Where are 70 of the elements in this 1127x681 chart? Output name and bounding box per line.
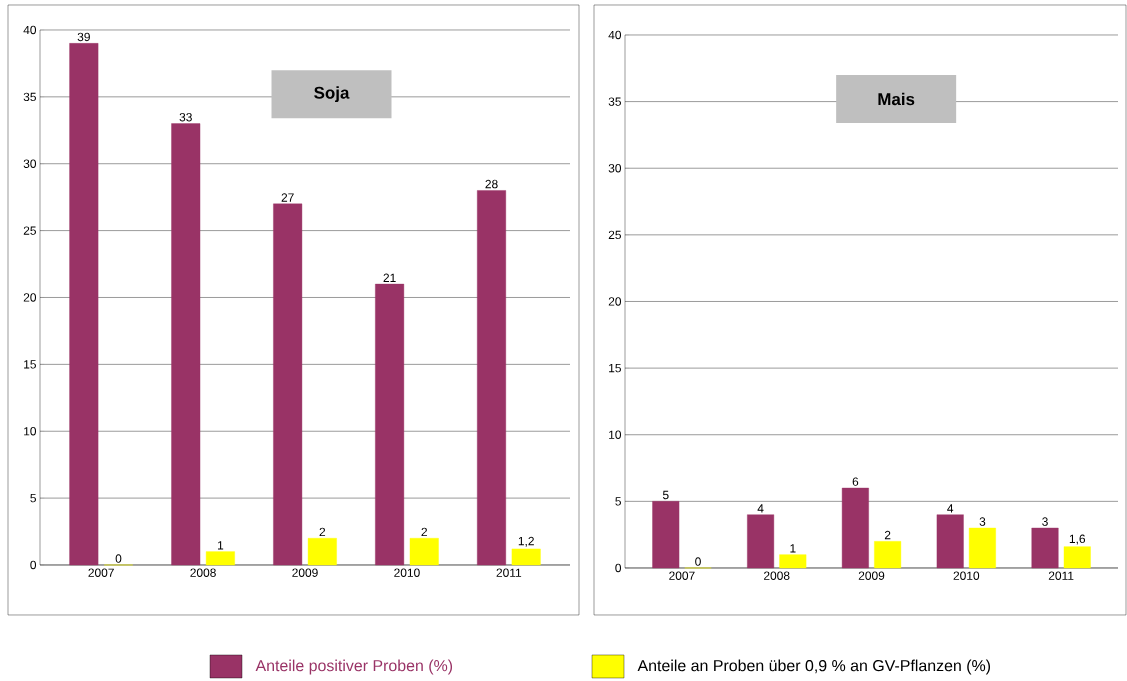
data-label: 0 [695, 557, 701, 566]
y-tick-label: 35 [23, 92, 36, 102]
data-label: 1 [790, 544, 796, 553]
data-label: 1,6 [1069, 534, 1086, 545]
data-label: 0 [115, 554, 122, 563]
y-tick-label: 0 [30, 560, 37, 570]
data-label: 6 [852, 477, 859, 486]
data-label: 2 [421, 527, 427, 537]
x-tick-label: 2011 [1048, 571, 1074, 580]
legend-label: Anteile an Proben über 0,9 % an GV-Pflanzen (%) [637, 659, 991, 675]
y-tick-label: 10 [24, 427, 37, 436]
data-label: 39 [77, 32, 90, 42]
data-label: 2 [319, 527, 326, 537]
data-label: 3 [1042, 517, 1048, 526]
data-label: 4 [757, 504, 764, 513]
y-tick-label: 25 [23, 226, 36, 235]
data-label: 1,2 [518, 536, 534, 547]
y-tick-label: 5 [615, 497, 621, 506]
x-tick-label: 2009 [858, 571, 885, 580]
bar [375, 283, 405, 566]
bar [171, 123, 201, 566]
text: Mais [878, 92, 915, 106]
y-tick-label: 40 [23, 25, 37, 35]
data-label: 33 [179, 112, 192, 122]
bar [747, 514, 775, 569]
bar [307, 538, 337, 566]
bar [69, 43, 99, 566]
x-tick-label: 2007 [88, 568, 114, 577]
bar [1063, 546, 1091, 569]
bar [511, 548, 541, 566]
data-label: 27 [281, 193, 294, 202]
bar [409, 538, 439, 566]
data-label: 5 [662, 490, 669, 500]
y-tick-label: 20 [608, 297, 622, 306]
y-tick-label: 35 [608, 97, 621, 106]
y-tick-label: 5 [30, 493, 36, 503]
y-tick-label: 10 [609, 430, 622, 439]
bar [205, 551, 235, 566]
data-label: 4 [947, 504, 954, 513]
x-tick-label: 2008 [190, 568, 216, 577]
legend-label: Anteile positiver Proben (%) [255, 659, 453, 675]
y-tick-label: 30 [23, 159, 37, 168]
data-label: 1 [217, 541, 224, 550]
y-tick-label: 20 [23, 293, 37, 302]
bar [936, 514, 964, 569]
text: Soja [314, 86, 350, 103]
bar [968, 527, 996, 569]
bar [874, 541, 902, 569]
y-tick-label: 30 [608, 164, 622, 173]
bar [273, 203, 303, 566]
data-label: 28 [485, 179, 498, 189]
x-tick-label: 2008 [764, 571, 790, 580]
bar [779, 554, 807, 569]
bar [477, 190, 506, 566]
x-tick-label: 2011 [496, 568, 522, 577]
x-tick-label: 2010 [394, 568, 420, 577]
x-tick-label: 2007 [669, 571, 695, 580]
bar [1031, 527, 1059, 569]
bar [652, 501, 680, 569]
data-label: 2 [884, 530, 891, 540]
bar [841, 487, 869, 569]
data-label: 3 [979, 517, 986, 526]
y-tick-label: 40 [608, 30, 622, 40]
y-tick-label: 25 [608, 230, 621, 240]
y-tick-label: 15 [24, 360, 36, 369]
x-tick-label: 2010 [953, 571, 980, 580]
data-label: 21 [383, 273, 396, 282]
x-tick-label: 2009 [292, 568, 318, 577]
y-tick-label: 15 [609, 363, 621, 373]
y-tick-label: 0 [615, 563, 622, 573]
